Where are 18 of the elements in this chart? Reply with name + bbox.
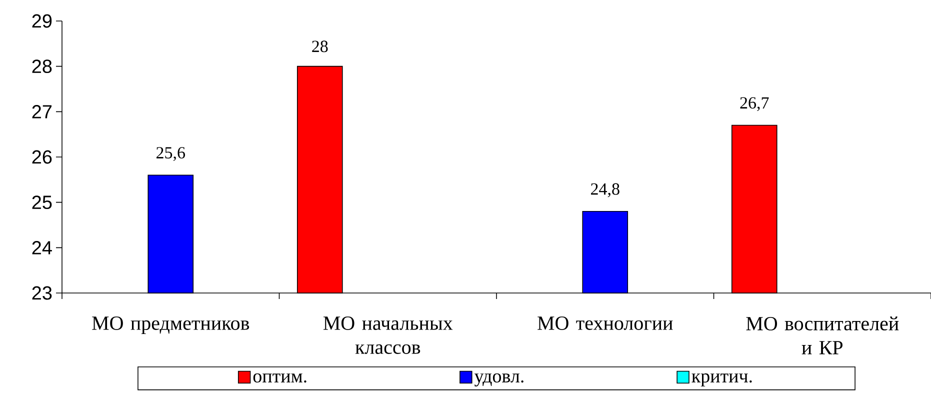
data-label: 25,6	[156, 147, 185, 161]
y-tick-label: 25	[32, 196, 52, 210]
y-tick-label: 29	[32, 14, 52, 28]
data-label: 26,7	[740, 97, 769, 112]
legend-label: оптим.	[253, 373, 306, 383]
y-tick-label: 28	[32, 60, 52, 74]
x-tick-label: МО технологии	[538, 316, 673, 330]
x-tick-label: МО начальных классов	[323, 316, 453, 354]
x-tick-label: МО воспитателей и КР	[746, 316, 899, 354]
legend-label: удовл.	[474, 373, 524, 386]
y-tick-label: 26	[32, 150, 52, 164]
y-tick-label: 24	[32, 241, 52, 254]
y-tick-label: 27	[32, 105, 52, 118]
legend-label: критич.	[692, 373, 752, 386]
y-tick-label: 23	[32, 286, 52, 300]
x-tick-label: МО предметников	[92, 316, 250, 334]
data-label: 28	[312, 40, 328, 52]
data-label: 24,8	[591, 183, 620, 198]
